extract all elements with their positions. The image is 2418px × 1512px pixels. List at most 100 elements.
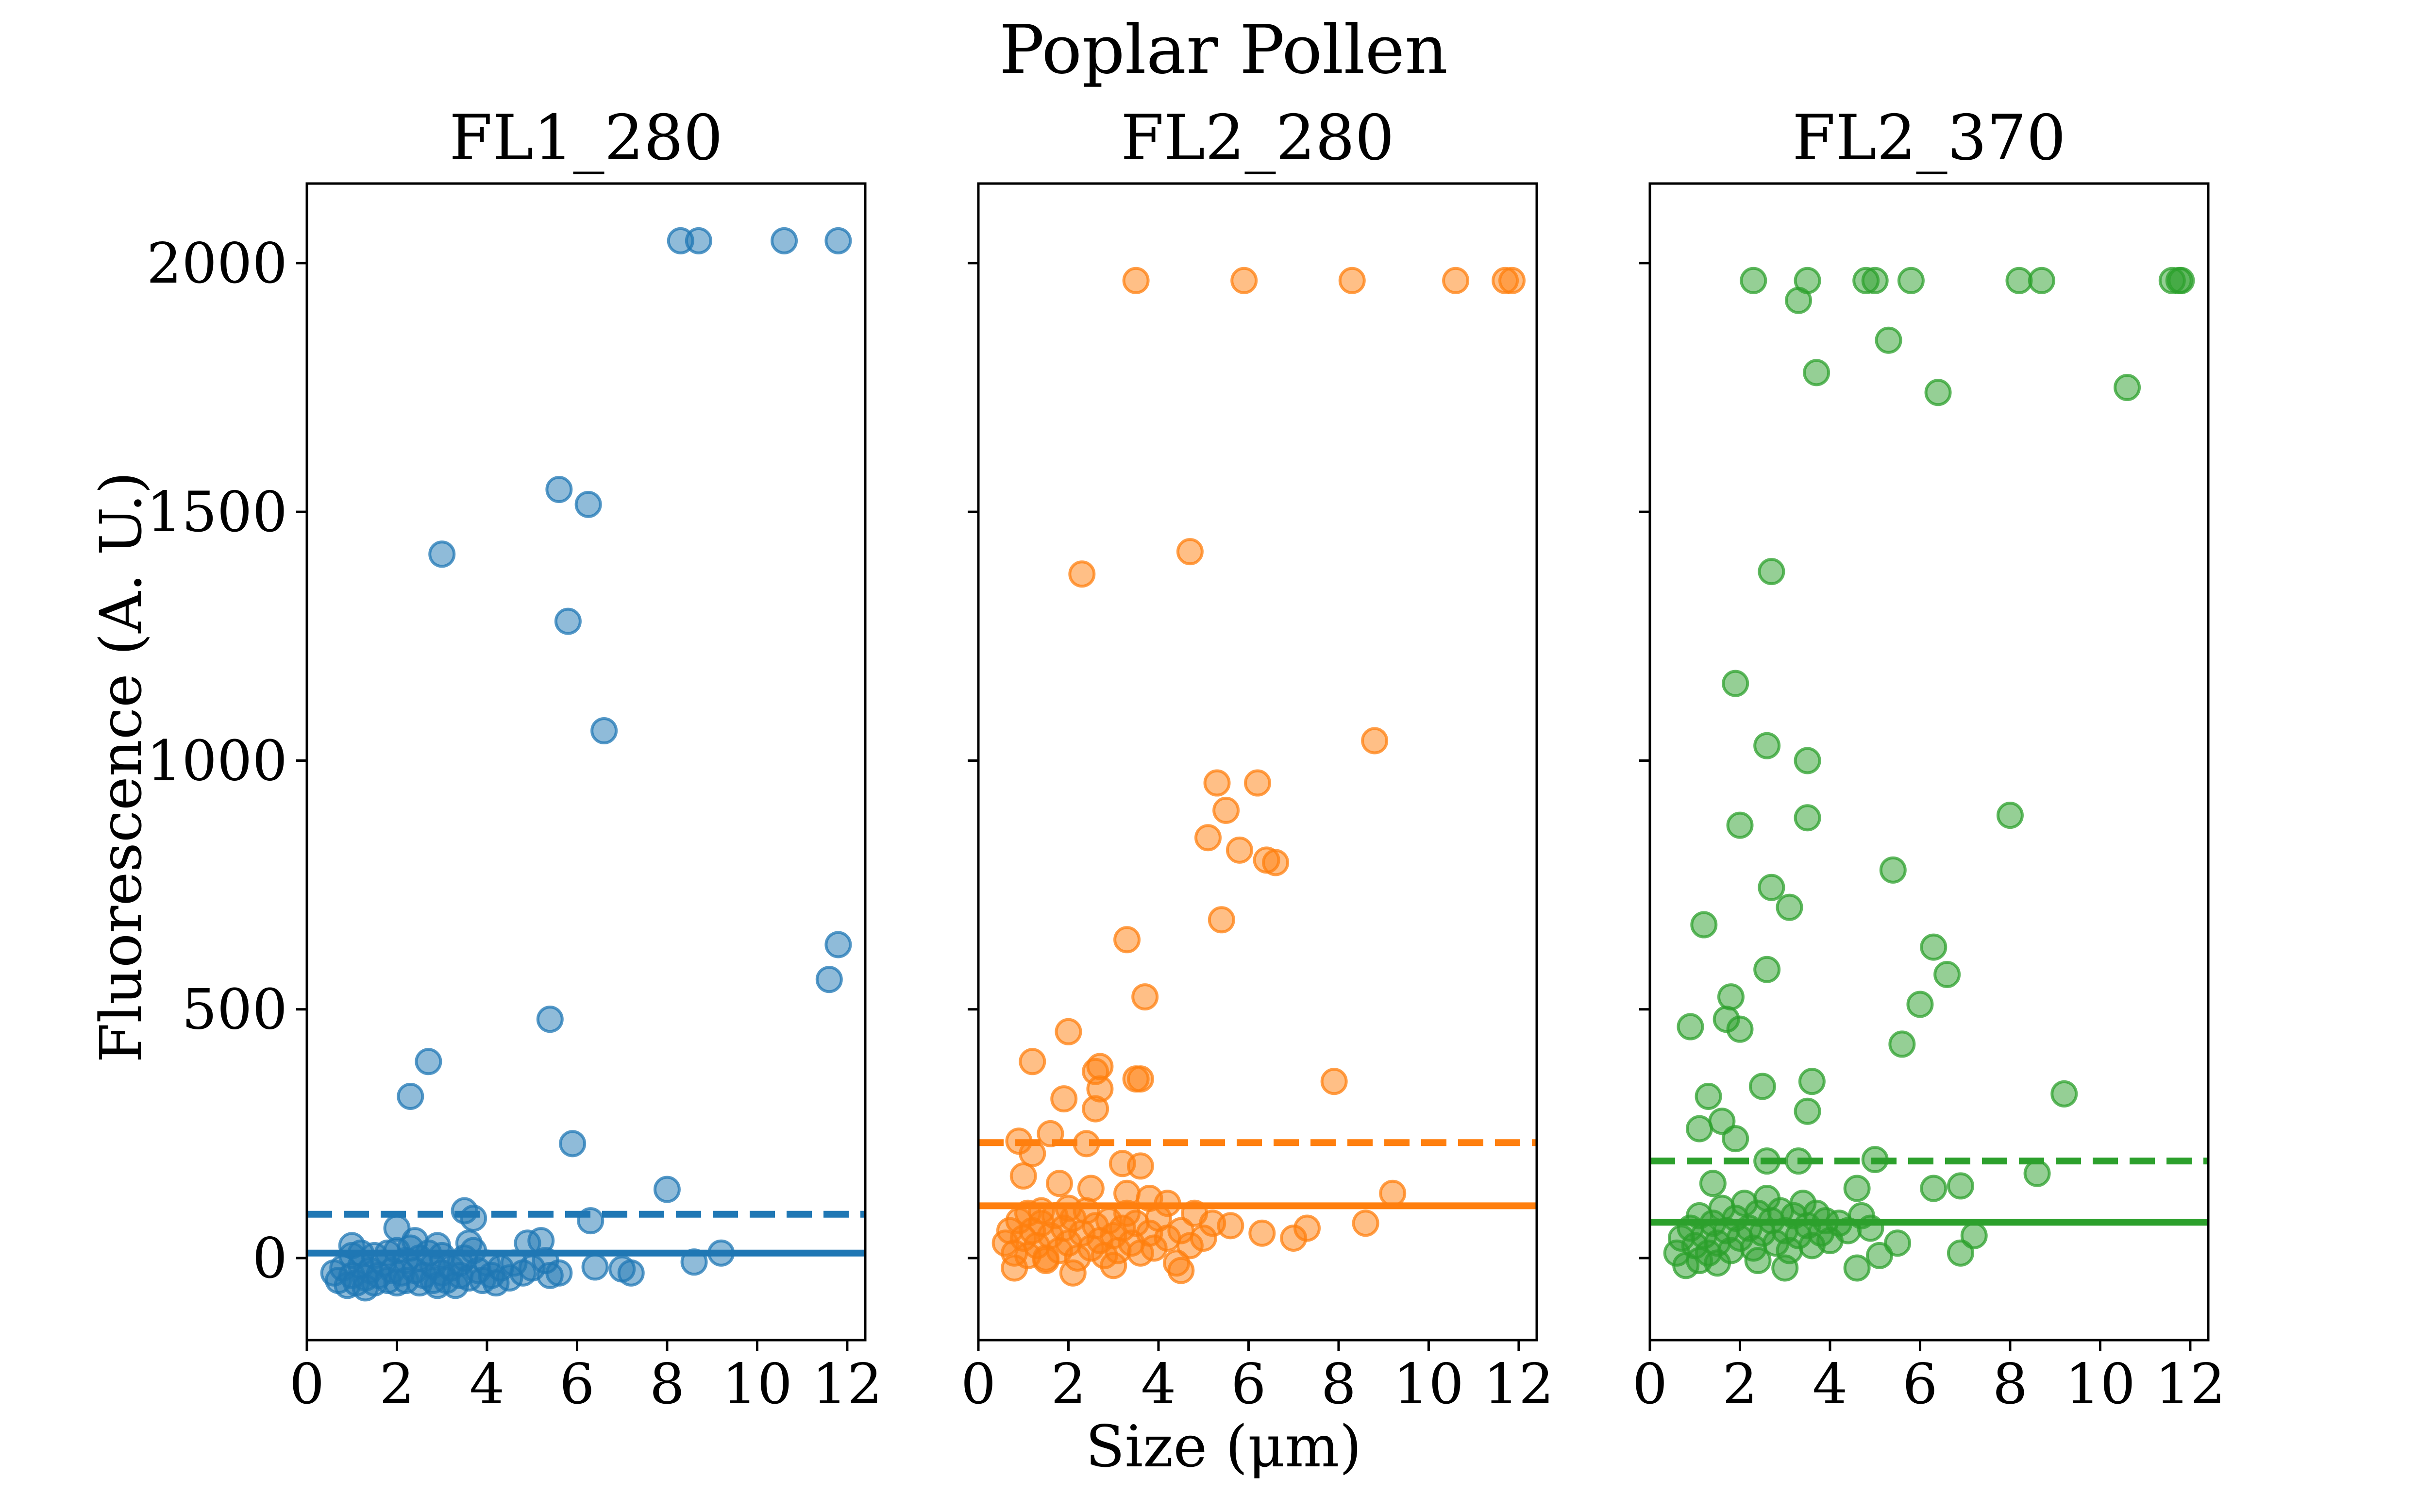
scatter-point xyxy=(1920,933,1948,961)
x-tick-label: 8 xyxy=(650,1352,685,1416)
scatter-point xyxy=(1244,769,1271,797)
scatter-point xyxy=(352,1274,379,1302)
y-tick-label: 1000 xyxy=(147,728,287,793)
scatter-point xyxy=(1352,1210,1379,1237)
scatter-point xyxy=(1744,1247,1772,1275)
scatter-point xyxy=(1794,747,1821,774)
x-tick-label: 2 xyxy=(1051,1352,1086,1416)
scatter-point xyxy=(1050,1085,1078,1113)
scatter-point xyxy=(1704,1249,1731,1277)
scatter-point xyxy=(1077,1175,1105,1202)
scatter-point xyxy=(1771,1254,1799,1282)
scatter-point xyxy=(536,1261,564,1289)
scatter-point xyxy=(2167,267,2195,294)
scatter-point xyxy=(1248,1219,1276,1247)
scatter-point xyxy=(1794,1097,1821,1125)
scatter-point xyxy=(1176,538,1204,566)
scatter-point xyxy=(460,1204,487,1232)
scatter-point xyxy=(1677,1013,1704,1041)
panel-frame xyxy=(977,182,1538,1342)
scatter-point xyxy=(653,1176,681,1203)
scatter-point xyxy=(1843,1254,1871,1282)
scatter-point xyxy=(397,1082,424,1110)
scatter-point xyxy=(1906,991,1934,1018)
scatter-point xyxy=(1009,1162,1037,1190)
scatter-point xyxy=(1879,856,1907,884)
x-tick-label: 10 xyxy=(722,1352,792,1416)
scatter-point xyxy=(1019,1048,1046,1075)
x-tick-label: 12 xyxy=(2155,1352,2225,1416)
scatter-point xyxy=(1960,1222,1988,1249)
scatter-point xyxy=(1100,1252,1127,1279)
scatter-point xyxy=(1293,1214,1321,1242)
panel-frame xyxy=(1648,182,2210,1342)
scatter-point xyxy=(617,1259,645,1287)
scatter-point xyxy=(1217,1212,1244,1240)
scatter-point xyxy=(1717,983,1745,1011)
panel-FL2_280: FL2_280 0 2 4 6 8 10 12 xyxy=(961,102,1554,1416)
figure-title: Poplar Pollen xyxy=(999,11,1448,89)
scatter-point xyxy=(1785,286,1813,314)
scatter-point xyxy=(1361,727,1389,755)
scatter-point xyxy=(1897,267,1925,294)
scatter-point xyxy=(1875,326,1902,354)
x-tick-label: 0 xyxy=(961,1352,996,1416)
scatter-point xyxy=(1748,1073,1776,1100)
scatter-point xyxy=(1861,267,1889,294)
panel-frame xyxy=(305,182,867,1342)
scatter-point xyxy=(1843,1175,1871,1202)
scatter-point xyxy=(1126,1065,1154,1093)
scatter-point xyxy=(1208,906,1235,934)
scatter-point xyxy=(1068,560,1096,588)
scatter-point xyxy=(536,1006,564,1033)
x-tick-label: 4 xyxy=(1813,1352,1848,1416)
scatter-point xyxy=(1722,670,1749,697)
scatter-point xyxy=(1212,796,1240,824)
scatter-point xyxy=(1794,804,1821,832)
scatter-point xyxy=(1001,1254,1028,1282)
x-tick-label: 12 xyxy=(1483,1352,1554,1416)
x-axis-label: Size (μm) xyxy=(1086,1413,1362,1480)
scatter-point xyxy=(1695,1082,1722,1110)
scatter-point xyxy=(1776,893,1803,921)
scatter-point xyxy=(1740,267,1767,294)
scatter-point xyxy=(1059,1259,1087,1287)
scatter-point xyxy=(1230,267,1258,294)
scatter-point xyxy=(824,931,852,958)
scatter-point xyxy=(1498,267,1526,294)
scatter-point xyxy=(1722,1125,1749,1153)
scatter-point xyxy=(1122,267,1150,294)
scatter-point xyxy=(1055,1018,1082,1045)
y-tick-label: 2000 xyxy=(147,231,287,296)
scatter-point xyxy=(1113,926,1141,954)
panel-FL2_370: FL2_370 0 2 4 6 8 10 12 xyxy=(1632,102,2226,1416)
scatter-point xyxy=(1753,956,1781,983)
scatter-point xyxy=(1947,1172,1974,1200)
scatter-point xyxy=(590,717,618,744)
scatter-point xyxy=(1726,1015,1754,1043)
scatter-point xyxy=(771,227,798,254)
scatter-point xyxy=(415,1048,442,1075)
x-tick-label: 6 xyxy=(559,1352,595,1416)
x-tick-label: 2 xyxy=(379,1352,415,1416)
x-tick-label: 6 xyxy=(1231,1352,1266,1416)
x-tick-label: 10 xyxy=(2065,1352,2135,1416)
scatter-point xyxy=(1996,802,2024,829)
scatter-point xyxy=(2005,267,2033,294)
scatter-point xyxy=(1888,1030,1916,1058)
scatter-point xyxy=(559,1130,587,1158)
scatter-point xyxy=(1108,1150,1136,1177)
scatter-point xyxy=(1045,1170,1073,1197)
x-tick-label: 4 xyxy=(470,1352,505,1416)
scatter-point xyxy=(1226,836,1253,864)
scatter-point xyxy=(401,1227,429,1255)
scatter-point xyxy=(685,227,712,254)
x-tick-label: 6 xyxy=(1902,1352,1938,1416)
x-tick-label: 12 xyxy=(812,1352,882,1416)
scatter-point xyxy=(2023,1159,2051,1187)
scatter-point xyxy=(1758,558,1785,586)
scatter-point xyxy=(2028,267,2055,294)
